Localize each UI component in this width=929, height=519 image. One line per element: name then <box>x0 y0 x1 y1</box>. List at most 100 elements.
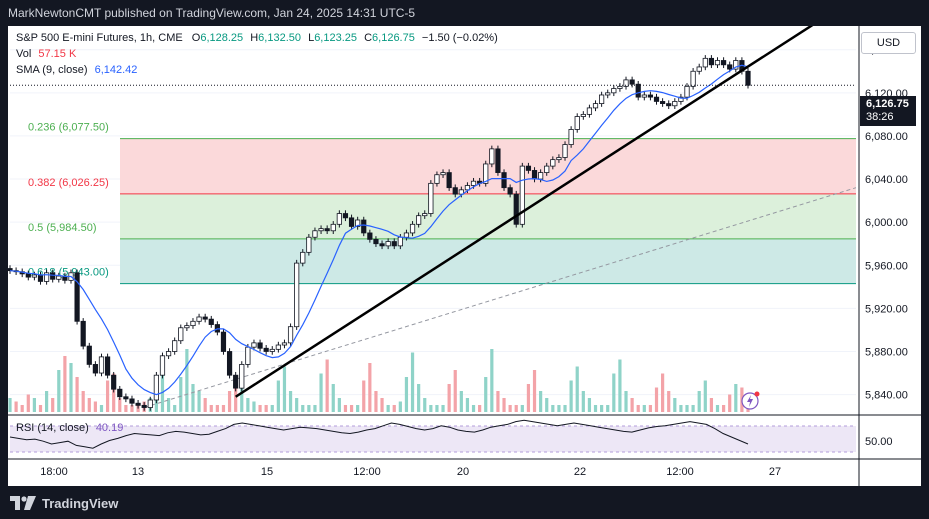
volume-bar <box>32 398 36 412</box>
volume-bar <box>93 401 97 412</box>
rsi-value: 40.19 <box>95 422 124 434</box>
volume-bar <box>557 405 561 412</box>
candle-body <box>397 236 403 247</box>
candle-body <box>43 272 50 282</box>
candle-body <box>324 228 330 232</box>
candle-body <box>208 318 214 325</box>
candle-body <box>599 94 605 104</box>
candle-body <box>702 57 708 68</box>
open-value: 6,128.25 <box>200 32 244 44</box>
volume-bar <box>441 405 445 412</box>
high-value: 6,132.50 <box>258 32 301 44</box>
volume-bar <box>173 405 177 412</box>
candle-body <box>330 223 336 232</box>
price-tick-label: 6,040.00 <box>865 174 908 186</box>
candle-body <box>416 215 422 225</box>
volume-bar <box>87 398 91 412</box>
price-tick-label: 6,080.00 <box>865 131 908 143</box>
volume-bar <box>166 398 171 412</box>
candle-body <box>544 165 550 173</box>
candle-body <box>159 355 166 376</box>
tradingview-brand: TradingView <box>42 495 119 511</box>
candle-body <box>403 232 410 238</box>
candle-body <box>562 144 568 158</box>
volume-bar <box>465 398 470 412</box>
volume-bar <box>63 356 67 412</box>
volume-bar <box>124 405 128 412</box>
symbol-name: S&P 500 E-mini Futures, 1h, CME <box>16 32 183 44</box>
volume-bar <box>368 363 372 412</box>
volume-bar <box>624 391 628 412</box>
candle-body <box>147 399 153 408</box>
candle-body <box>733 60 739 70</box>
candle-body <box>275 344 281 350</box>
candle-body <box>178 327 184 342</box>
volume-bar <box>362 380 366 412</box>
candle-body <box>525 165 532 171</box>
volume-bar <box>160 370 165 412</box>
alert-bolt-glyph <box>747 395 753 407</box>
volume-bar <box>502 398 506 412</box>
current-price-value: 6,126.75 <box>866 98 909 110</box>
candle-body <box>153 374 159 401</box>
volume-bar <box>508 405 512 412</box>
currency-selector[interactable]: USD <box>861 32 916 54</box>
sma-legend: SMA (9, close) 6,142.42 <box>16 64 137 76</box>
volume-bar <box>26 394 30 412</box>
candle-body <box>196 316 202 322</box>
volume-bar <box>697 391 701 412</box>
volume-bar <box>191 384 195 412</box>
candle-body <box>245 346 251 365</box>
candle-body <box>104 356 111 376</box>
candle-body <box>623 79 629 87</box>
rsi-line <box>9 419 749 449</box>
candle-body <box>184 325 190 329</box>
volume-bar <box>301 405 305 412</box>
volume-bar <box>234 384 238 412</box>
candle-body <box>269 348 275 352</box>
fib-zone <box>120 193 856 239</box>
vol-value: 57.15 K <box>38 48 77 60</box>
current-price-label: 6,126.75 38:26 <box>860 96 916 126</box>
volume-bar <box>423 398 427 412</box>
candle-body <box>25 273 31 278</box>
candle-body <box>80 320 86 347</box>
candle-body <box>257 342 263 349</box>
rsi-band <box>10 426 856 452</box>
candle-body <box>501 172 507 189</box>
candle-body <box>507 187 513 195</box>
volume-bar <box>75 377 79 412</box>
rsi-tick-label: 50.00 <box>865 436 893 448</box>
candle-body <box>464 185 471 191</box>
volume-bar <box>618 359 622 412</box>
volume-bar <box>734 384 738 412</box>
candle-body <box>361 219 367 234</box>
candle-body <box>550 159 556 167</box>
price-tick-label: 5,880.00 <box>865 346 908 358</box>
tradingview-logo[interactable]: TradingView <box>10 494 118 512</box>
candle-body <box>714 60 721 66</box>
candle-body <box>684 85 690 98</box>
volume-bar <box>685 405 689 412</box>
candle-body <box>74 272 80 322</box>
candle-body <box>629 79 635 85</box>
candle-body <box>483 163 489 184</box>
candle-body <box>678 96 684 102</box>
price-chart[interactable]: 0.236 (6,077.50) 0.382 (6,026.25) 0.5 (5,9… <box>7 21 921 486</box>
candle-body <box>50 272 56 280</box>
candle-body <box>129 398 135 404</box>
chart-frame[interactable]: 0.236 (6,077.50) 0.382 (6,026.25) 0.5 (5,9… <box>7 21 921 486</box>
volume-bar <box>227 391 232 412</box>
change-value: −1.50 (−0.02%) <box>421 32 498 44</box>
candle-body <box>7 268 13 272</box>
volume-bar <box>343 405 348 412</box>
candle-body <box>647 94 654 98</box>
volume-bar <box>447 384 451 412</box>
volume-bar <box>185 349 189 412</box>
candle-body <box>708 57 715 66</box>
candle-body <box>251 342 257 348</box>
candle-body <box>220 331 227 352</box>
volume-bar <box>57 370 61 412</box>
fib-label-0.5: 0.5 (5,984.50) <box>28 222 97 234</box>
symbol-legend: S&P 500 E-mini Futures, 1h, CME O6,128.2… <box>16 32 498 44</box>
